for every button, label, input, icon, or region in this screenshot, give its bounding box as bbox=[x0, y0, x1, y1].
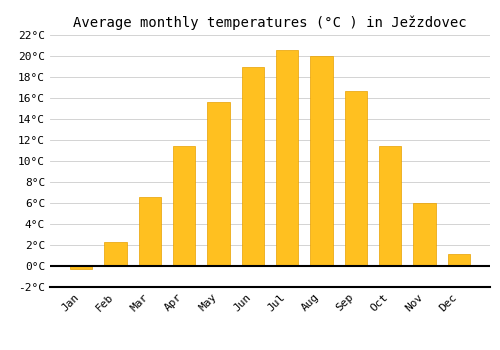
Title: Average monthly temperatures (°C ) in Ježzdovec: Average monthly temperatures (°C ) in Je… bbox=[73, 15, 467, 30]
Bar bbox=[414, 203, 436, 266]
Bar bbox=[344, 91, 367, 266]
Bar bbox=[242, 66, 264, 266]
Bar bbox=[104, 242, 126, 266]
Bar bbox=[138, 197, 161, 266]
Bar bbox=[448, 254, 470, 266]
Bar bbox=[276, 50, 298, 266]
Bar bbox=[173, 146, 196, 266]
Bar bbox=[70, 266, 92, 269]
Bar bbox=[310, 56, 332, 266]
Bar bbox=[379, 146, 402, 266]
Bar bbox=[208, 102, 230, 266]
